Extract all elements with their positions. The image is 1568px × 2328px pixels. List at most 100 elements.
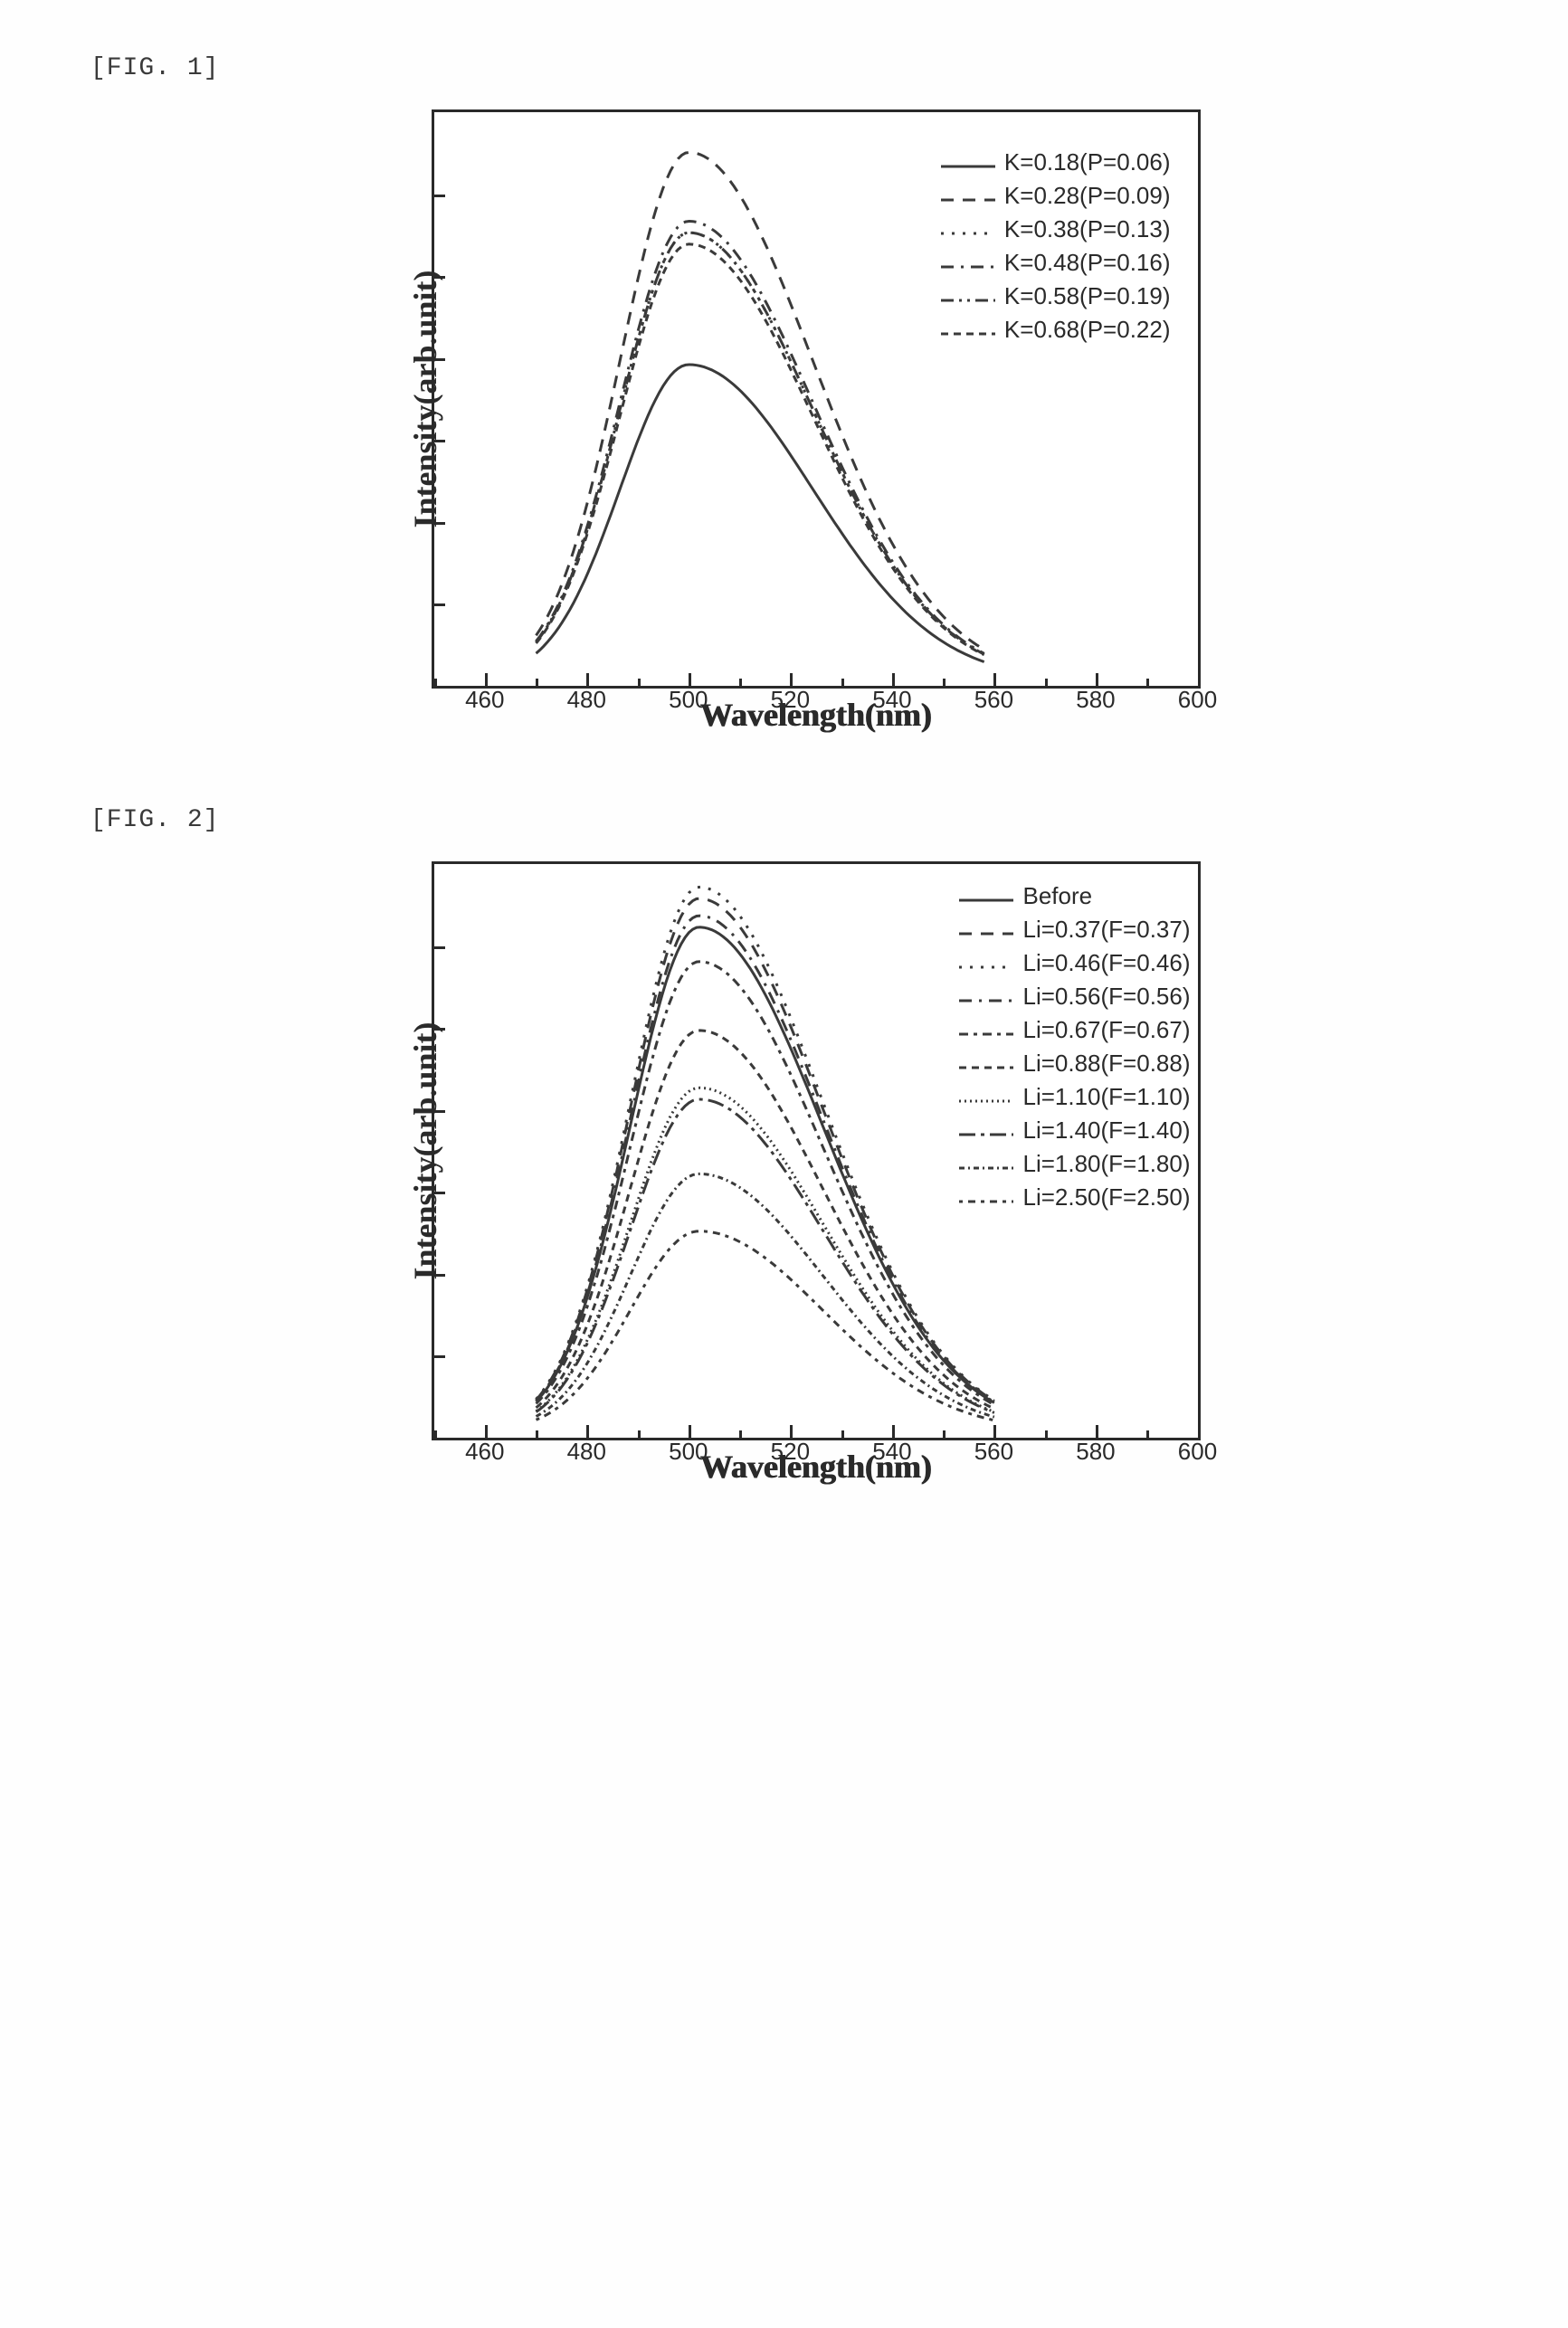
fig2-label: [FIG. 2] (90, 806, 1478, 834)
legend-label: K=0.28(P=0.09) (1004, 182, 1171, 210)
x-tick-mark (586, 673, 589, 686)
x-tick-label: 460 (465, 686, 504, 714)
x-tick-label: 600 (1178, 686, 1217, 714)
x-tick-label: 600 (1178, 1438, 1217, 1466)
fig1-xtick-marks (434, 673, 1198, 686)
x-tick-mark (841, 679, 844, 686)
x-tick-label: 580 (1076, 686, 1115, 714)
legend-row: Before (959, 882, 1190, 910)
fig1-chart: Intensity(arb.unit) 46048050052054056058… (332, 109, 1237, 734)
fig1-plot-frame: Intensity(arb.unit) 46048050052054056058… (432, 109, 1201, 689)
x-tick-mark (1096, 673, 1098, 686)
legend-swatch (959, 1155, 1013, 1174)
legend-label: Li=0.67(F=0.67) (1022, 1016, 1190, 1044)
x-tick-mark (1198, 1425, 1201, 1438)
legend-label: Li=1.10(F=1.10) (1022, 1083, 1190, 1111)
x-tick-label: 540 (872, 1438, 911, 1466)
legend-row: Li=0.46(F=0.46) (959, 949, 1190, 977)
legend-row: K=0.18(P=0.06) (941, 148, 1171, 176)
y-tick-mark (434, 195, 445, 197)
series-line (536, 1099, 993, 1412)
legend-row: Li=0.67(F=0.67) (959, 1016, 1190, 1044)
x-tick-mark (943, 1430, 946, 1438)
x-tick-label: 520 (771, 686, 810, 714)
y-tick-mark (434, 522, 445, 525)
legend-swatch (941, 221, 995, 239)
y-tick-mark (434, 1274, 445, 1277)
series-line (536, 916, 993, 1402)
x-tick-mark (638, 679, 641, 686)
legend-swatch (941, 254, 995, 272)
x-tick-mark (790, 673, 793, 686)
legend-label: K=0.48(P=0.16) (1004, 249, 1171, 277)
fig1-label: [FIG. 1] (90, 54, 1478, 82)
legend-label: Li=0.56(F=0.56) (1022, 983, 1190, 1011)
legend-swatch (959, 1021, 1013, 1040)
legend-swatch (941, 288, 995, 306)
x-tick-label: 580 (1076, 1438, 1115, 1466)
series-line (536, 1231, 993, 1421)
legend-row: K=0.28(P=0.09) (941, 182, 1171, 210)
x-tick-label: 560 (974, 1438, 1013, 1466)
legend-label: Li=2.50(F=2.50) (1022, 1183, 1190, 1212)
x-tick-mark (485, 673, 488, 686)
legend-swatch (959, 1122, 1013, 1140)
series-line (536, 898, 993, 1401)
legend-row: Li=0.37(F=0.37) (959, 916, 1190, 944)
x-tick-label: 540 (872, 686, 911, 714)
x-tick-mark (536, 1430, 538, 1438)
x-tick-mark (689, 1425, 691, 1438)
legend-row: Li=1.80(F=1.80) (959, 1150, 1190, 1178)
fig1-xticks: 460480500520540560580600 (434, 686, 1198, 722)
legend-row: Li=1.40(F=1.40) (959, 1116, 1190, 1145)
legend-label: Li=0.46(F=0.46) (1022, 949, 1190, 977)
y-tick-mark (434, 440, 445, 442)
x-tick-label: 480 (567, 686, 606, 714)
fig2-legend: Before Li=0.37(F=0.37) Li=0.46(F=0.46) Li=0… (959, 882, 1190, 1217)
y-tick-mark (434, 603, 445, 606)
x-tick-mark (1146, 679, 1149, 686)
x-tick-label: 500 (669, 1438, 708, 1466)
series-line (536, 233, 984, 654)
x-tick-mark (841, 1430, 844, 1438)
x-tick-mark (1045, 1430, 1048, 1438)
fig1-yticks (434, 112, 447, 686)
x-tick-mark (689, 673, 691, 686)
y-tick-mark (434, 1192, 445, 1194)
x-tick-mark (1146, 1430, 1149, 1438)
legend-label: Li=0.88(F=0.88) (1022, 1050, 1190, 1078)
legend-swatch (959, 921, 1013, 939)
legend-row: K=0.38(P=0.13) (941, 215, 1171, 243)
x-tick-mark (586, 1425, 589, 1438)
legend-swatch (959, 1055, 1013, 1073)
y-tick-mark (434, 946, 445, 949)
legend-row: Li=0.88(F=0.88) (959, 1050, 1190, 1078)
y-tick-mark (434, 358, 445, 361)
x-tick-label: 520 (771, 1438, 810, 1466)
x-tick-mark (892, 1425, 895, 1438)
series-line (536, 233, 984, 654)
y-tick-mark (434, 1028, 445, 1031)
legend-label: Before (1022, 882, 1092, 910)
y-tick-mark (434, 1355, 445, 1358)
series-line (536, 244, 984, 655)
legend-label: K=0.58(P=0.19) (1004, 282, 1171, 310)
y-tick-mark (434, 1110, 445, 1113)
fig2-xtick-marks (434, 1425, 1198, 1438)
series-line (536, 152, 984, 650)
x-tick-mark (1198, 673, 1201, 686)
legend-label: Li=1.40(F=1.40) (1022, 1116, 1190, 1145)
legend-row: Li=0.56(F=0.56) (959, 983, 1190, 1011)
x-tick-label: 460 (465, 1438, 504, 1466)
legend-swatch (959, 888, 1013, 906)
fig2-yticks (434, 864, 447, 1438)
legend-label: K=0.68(P=0.22) (1004, 316, 1171, 344)
x-tick-mark (892, 673, 895, 686)
x-tick-mark (638, 1430, 641, 1438)
x-tick-mark (739, 679, 742, 686)
x-tick-mark (790, 1425, 793, 1438)
x-tick-mark (485, 1425, 488, 1438)
x-tick-mark (943, 679, 946, 686)
legend-swatch (941, 154, 995, 172)
series-line (536, 365, 984, 662)
